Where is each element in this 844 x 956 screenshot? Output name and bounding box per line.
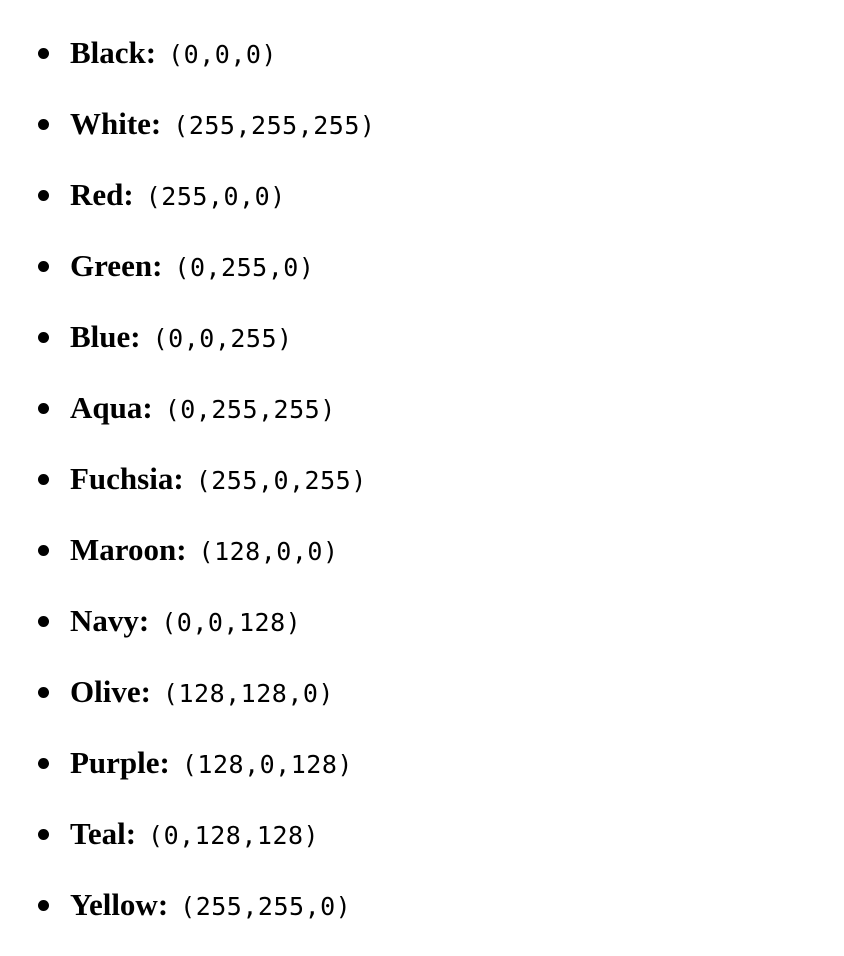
list-item: Purple: (128,0,128) [0,728,844,799]
color-name: Maroon: [70,532,187,567]
color-name: Teal: [70,816,137,851]
rgb-value: (255,255,255) [173,111,376,140]
rgb-value: (128,0,128) [181,750,353,779]
rgb-value: (0,0,255) [152,324,293,353]
rgb-value: (255,0,255) [195,466,367,495]
color-name: Purple: [70,745,170,780]
rgb-value: (255,255,0) [180,892,352,921]
list-item: Green: (0,255,0) [0,231,844,302]
rgb-value: (0,0,0) [168,40,277,69]
list-item: Maroon: (128,0,0) [0,515,844,586]
bullet-icon [38,616,49,627]
list-item: Blue: (0,0,255) [0,302,844,373]
color-name: Yellow: [70,887,169,922]
list-item: Teal: (0,128,128) [0,799,844,870]
bullet-icon [38,119,49,130]
list-item: Yellow: (255,255,0) [0,870,844,941]
list-item: Red: (255,0,0) [0,160,844,231]
bullet-icon [38,758,49,769]
color-name: Navy: [70,603,150,638]
list-item: Olive: (128,128,0) [0,657,844,728]
rgb-value: (128,0,0) [198,537,339,566]
rgb-value: (255,0,0) [145,182,286,211]
color-name: Red: [70,177,134,212]
rgb-value: (0,255,255) [164,395,336,424]
bullet-icon [38,687,49,698]
bullet-icon [38,261,49,272]
bullet-icon [38,545,49,556]
list-item: Black: (0,0,0) [0,18,844,89]
color-name: Olive: [70,674,151,709]
rgb-value: (0,0,128) [161,608,302,637]
rgb-value: (0,255,0) [174,253,315,282]
color-name: White: [70,106,162,141]
list-item: White: (255,255,255) [0,89,844,160]
color-name: Fuchsia: [70,461,184,496]
list-item: Aqua: (0,255,255) [0,373,844,444]
bullet-icon [38,474,49,485]
rgb-value: (0,128,128) [148,821,320,850]
color-name: Green: [70,248,163,283]
list-item: Navy: (0,0,128) [0,586,844,657]
list-item: Fuchsia: (255,0,255) [0,444,844,515]
bullet-icon [38,332,49,343]
bullet-icon [38,48,49,59]
color-list: Black: (0,0,0) White: (255,255,255) Red: (2… [0,18,844,941]
color-name: Blue: [70,319,141,354]
bullet-icon [38,900,49,911]
bullet-icon [38,190,49,201]
bullet-icon [38,829,49,840]
color-name: Aqua: [70,390,153,425]
rgb-value: (128,128,0) [162,679,334,708]
bullet-icon [38,403,49,414]
color-name: Black: [70,35,157,70]
